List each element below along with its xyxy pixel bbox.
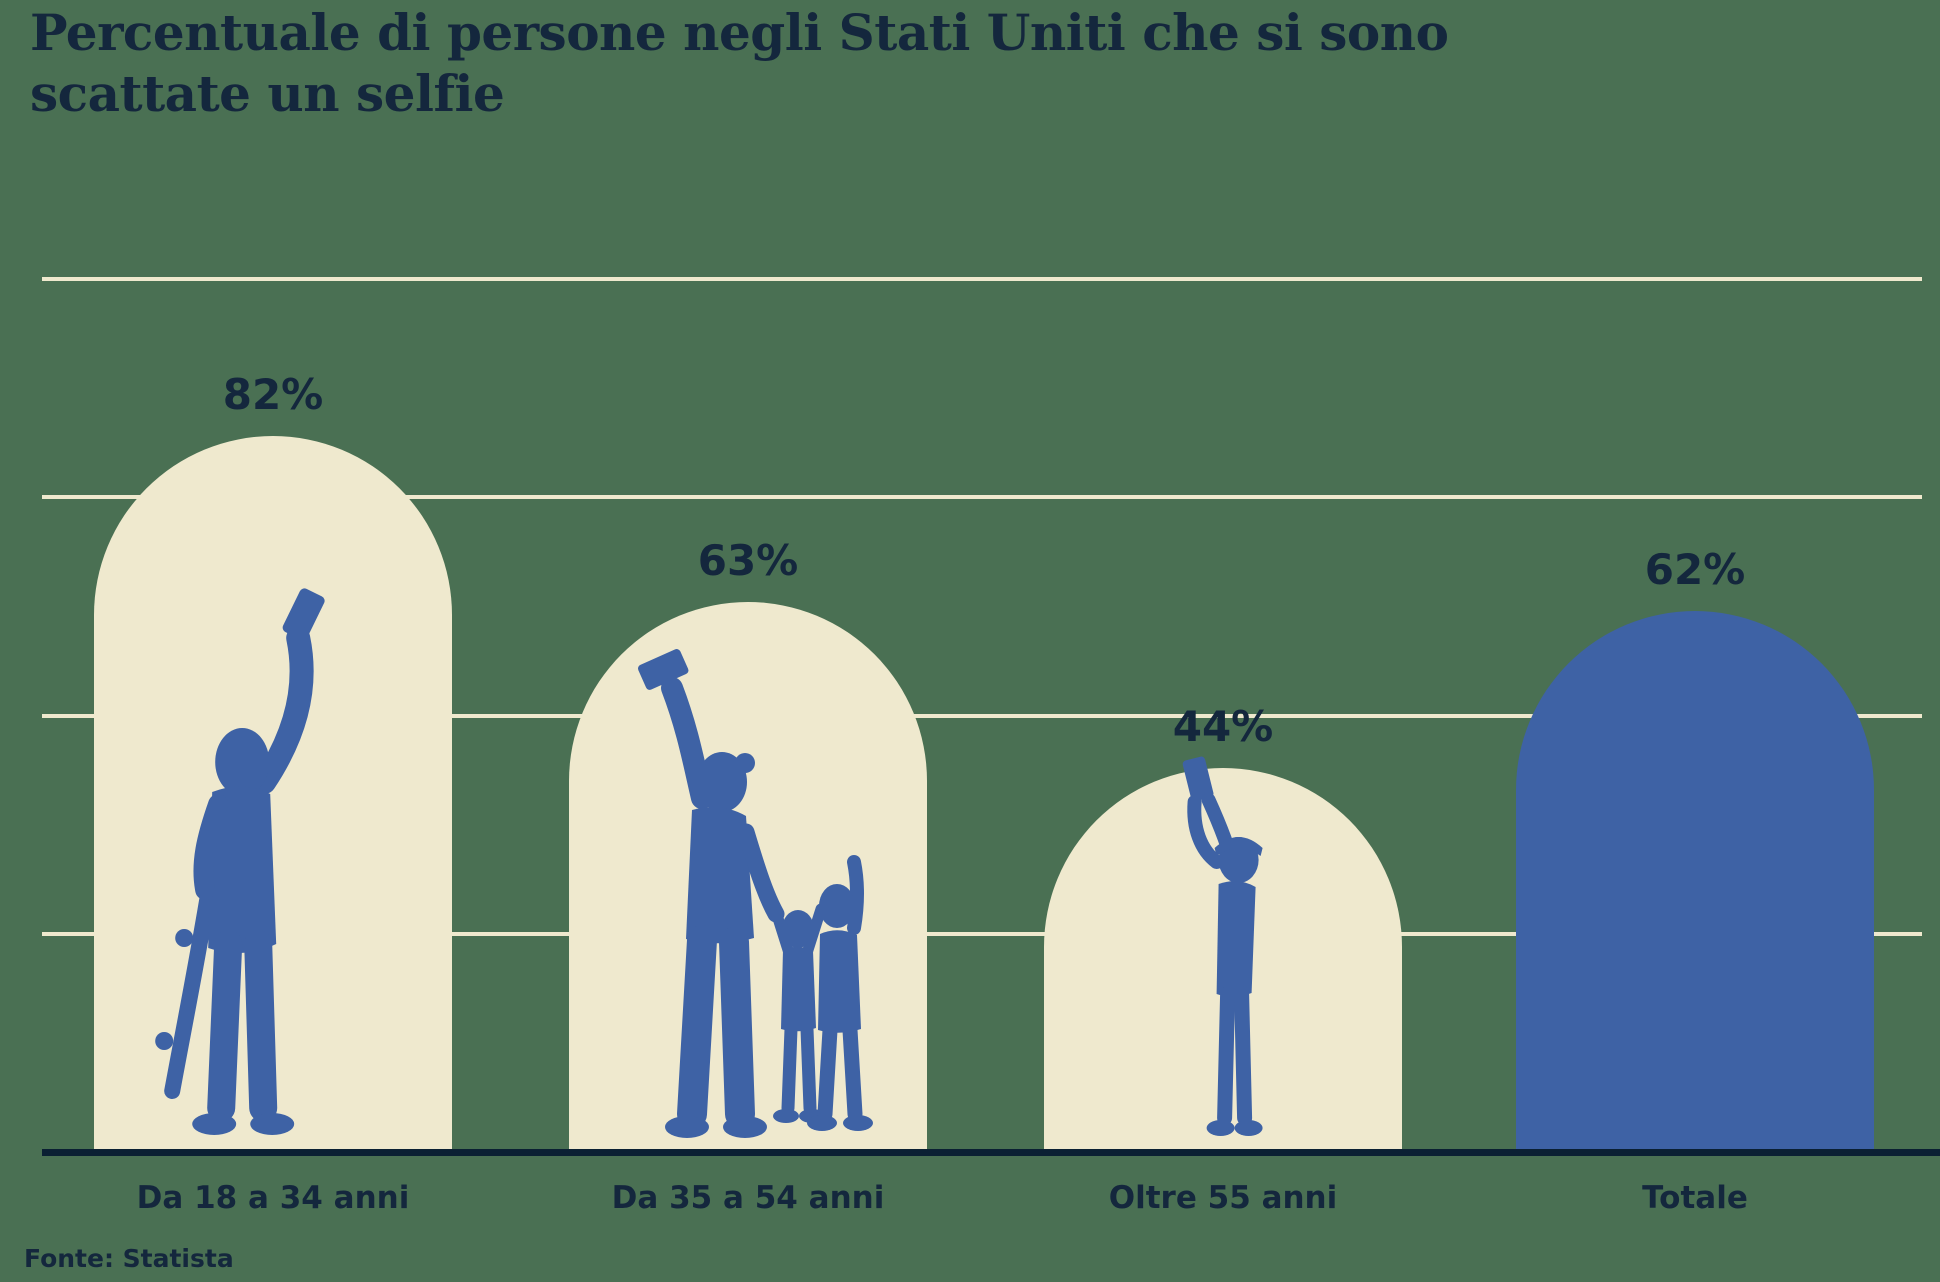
gridline-75pct xyxy=(42,495,1922,500)
bar-totale xyxy=(1516,611,1874,1152)
bar-over-55 xyxy=(1044,756,1402,1152)
gridline-50pct xyxy=(42,713,1922,718)
chart-title-line1: Percentuale di persone negli Stati Uniti… xyxy=(30,3,1449,62)
senior-selfie-silhouette-icon xyxy=(1182,756,1263,1136)
bar-value-label-totale: 62% xyxy=(1644,545,1746,594)
gridline-100pct xyxy=(42,277,1922,281)
category-label-18-34: Da 18 a 34 anni xyxy=(136,1180,410,1216)
category-label-totale: Totale xyxy=(1642,1180,1748,1216)
young-adult-selfie-skateboard-silhouette-icon xyxy=(155,588,325,1135)
bar-18-34 xyxy=(94,436,452,1152)
chart-title-line2: scattate un selfie xyxy=(30,64,505,123)
source-note: Fonte: Statista xyxy=(24,1244,234,1273)
chart-title: Percentuale di persone negli Stati Uniti… xyxy=(30,2,1449,124)
category-label-35-54: Da 35 a 54 anni xyxy=(611,1180,885,1216)
bar-value-label-35-54: 63% xyxy=(697,536,799,585)
family-selfie-silhouette-icon xyxy=(637,649,873,1138)
bar-35-54 xyxy=(569,602,927,1152)
gridline-25pct xyxy=(42,931,1922,936)
x-axis-line xyxy=(42,1149,1940,1156)
category-label-over-55: Oltre 55 anni xyxy=(1108,1180,1338,1216)
bar-value-label-18-34: 82% xyxy=(222,370,324,419)
bar-value-label-over-55: 44% xyxy=(1172,702,1274,751)
